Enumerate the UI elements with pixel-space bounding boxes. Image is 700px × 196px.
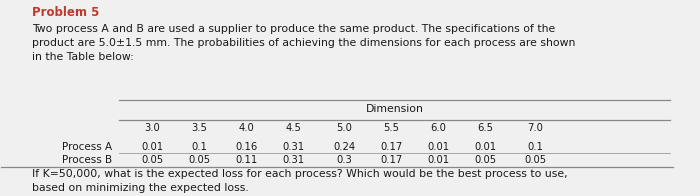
Text: If K=50,000, what is the expected loss for each process? Which would be the best: If K=50,000, what is the expected loss f… [32,169,567,193]
Text: 0.05: 0.05 [524,155,547,165]
Text: 0.01: 0.01 [474,142,496,152]
Text: Process B: Process B [62,155,112,165]
Text: 0.16: 0.16 [235,142,258,152]
Text: 3.0: 3.0 [145,123,160,133]
Text: 0.31: 0.31 [283,142,304,152]
Text: 5.5: 5.5 [383,123,399,133]
Text: 7.0: 7.0 [528,123,543,133]
Text: 0.05: 0.05 [474,155,496,165]
Text: 0.01: 0.01 [427,142,449,152]
Text: Dimension: Dimension [365,104,424,114]
Text: 0.3: 0.3 [336,155,352,165]
Text: 6.0: 6.0 [430,123,446,133]
Text: 0.17: 0.17 [380,142,402,152]
Text: 0.1: 0.1 [192,142,207,152]
Text: 0.17: 0.17 [380,155,402,165]
Text: 0.01: 0.01 [427,155,449,165]
Text: 0.1: 0.1 [528,142,543,152]
Text: 0.05: 0.05 [188,155,211,165]
Text: 0.05: 0.05 [141,155,164,165]
Text: Two process A and B are used a supplier to produce the same product. The specifi: Two process A and B are used a supplier … [32,24,575,62]
Text: 4.0: 4.0 [239,123,255,133]
Text: 0.24: 0.24 [333,142,355,152]
Text: 3.5: 3.5 [192,123,207,133]
Text: 0.31: 0.31 [283,155,304,165]
Text: 6.5: 6.5 [477,123,494,133]
Text: 0.11: 0.11 [235,155,258,165]
Text: 5.0: 5.0 [336,123,352,133]
Text: 0.01: 0.01 [141,142,164,152]
Text: 4.5: 4.5 [286,123,302,133]
Text: Process A: Process A [62,142,112,152]
Text: Problem 5: Problem 5 [32,6,99,19]
